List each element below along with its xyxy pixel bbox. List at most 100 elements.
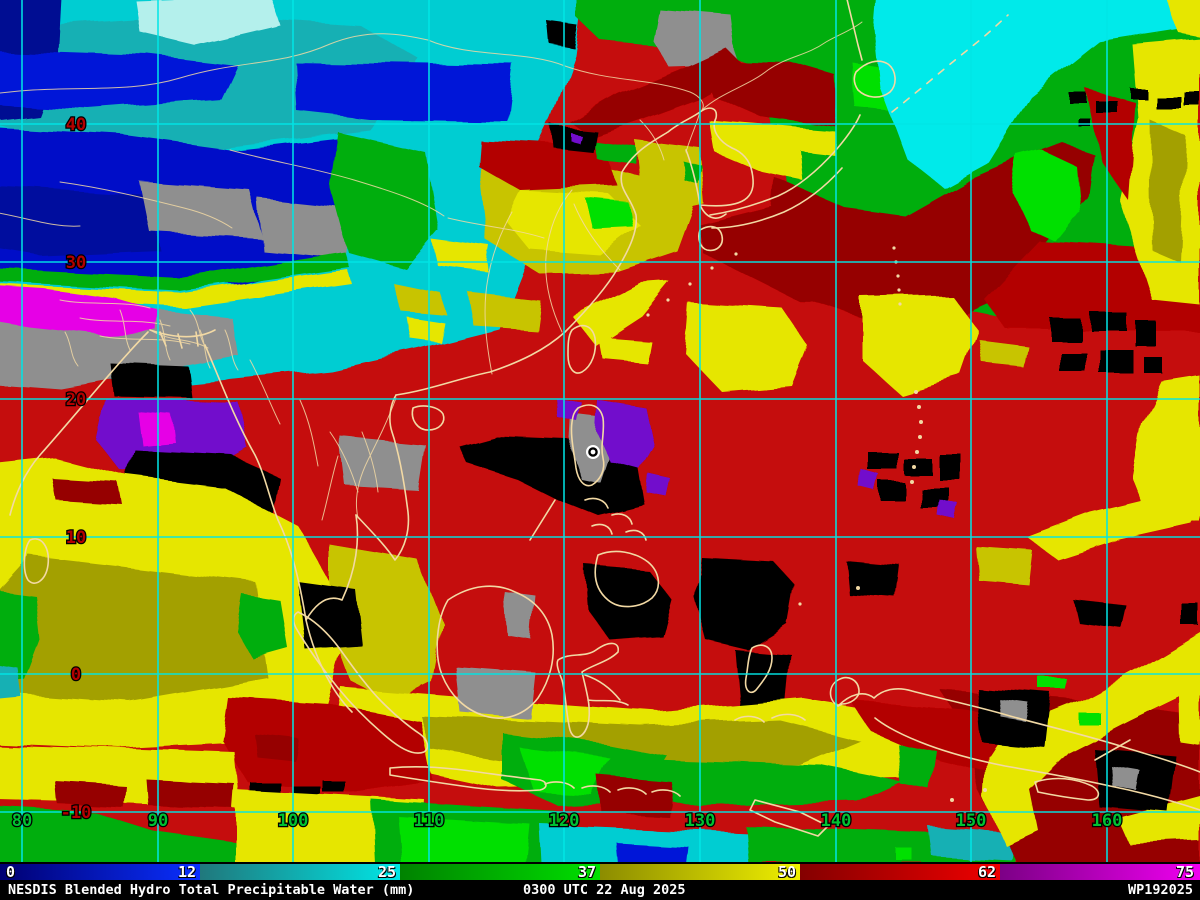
coastline-visayas — [584, 497, 647, 541]
longitude-label: 100 — [278, 811, 309, 831]
tpw-region — [684, 302, 808, 392]
tpw-region — [1028, 498, 1196, 560]
colorbar-tick-label: 50 — [777, 863, 796, 881]
tpw-region — [616, 842, 688, 862]
border-mongolia — [427, 39, 704, 111]
colorbar-segment-50-62 — [800, 864, 1000, 880]
tpw-region — [330, 132, 438, 268]
tpw-region — [868, 452, 962, 508]
coastline-gulf-of-thailand — [305, 514, 359, 621]
tpw-region — [478, 140, 618, 190]
country-borders — [0, 21, 863, 521]
tpw-region — [1150, 120, 1185, 262]
tpw-raster-field — [0, 0, 1200, 862]
colorbar-segment-37-50 — [600, 864, 800, 880]
tpw-region — [556, 398, 582, 422]
tpw-region — [0, 186, 160, 255]
colorbar-segment-0-12 — [0, 864, 200, 880]
coastline-sumatra — [292, 611, 429, 754]
tpw-region — [570, 48, 748, 136]
coastline-srilanka — [23, 538, 50, 584]
coastline-sulawesi — [556, 642, 629, 738]
tpw-region — [255, 735, 300, 762]
longitude-label: 90 — [148, 811, 168, 831]
border-bangladesh — [149, 309, 239, 371]
coastline-birds-head — [829, 676, 860, 707]
colorbar-tick-label: 62 — [977, 863, 996, 881]
tpw-region — [340, 436, 425, 490]
coastline-korea — [685, 149, 754, 219]
coastline-myanmar — [204, 344, 279, 521]
tpw-region — [928, 826, 1016, 860]
coastline-sakhalin — [846, 0, 863, 61]
colorbar-tick-label: 25 — [377, 863, 396, 881]
coastline-new-ireland — [1094, 739, 1131, 761]
tpw-region — [258, 198, 352, 258]
tpw-region — [1012, 150, 1080, 242]
border-xinjiang — [229, 149, 445, 217]
tpw-colorbar: 0 12 25 37 50 62 75 — [0, 862, 1200, 882]
border-china-internal — [447, 111, 701, 375]
colorbar-tick-label: 75 — [1175, 863, 1194, 881]
tpw-region — [135, 0, 280, 45]
status-bar: NESDIS Blended Hydro Total Precipitable … — [0, 882, 1200, 900]
tpw-region — [222, 698, 432, 792]
tpw-region — [1085, 88, 1135, 200]
storm-center-marker[interactable] — [586, 445, 600, 459]
tpw-region — [408, 318, 446, 344]
border-tibet — [0, 181, 233, 229]
coastline-japan-honshu — [709, 114, 861, 229]
border-central-asia — [0, 33, 429, 94]
coastline-lesser-sunda — [544, 781, 681, 797]
border-russia-ne — [701, 21, 863, 111]
tpw-region — [392, 282, 448, 316]
coastline-halmahera — [744, 644, 773, 694]
tpw-region — [432, 240, 492, 272]
tpw-region — [896, 742, 936, 790]
tpw-region — [1178, 650, 1200, 745]
tpw-region — [52, 478, 122, 504]
tpw-region — [298, 582, 362, 650]
tpw-region — [455, 666, 535, 718]
latitude-labels: 40 30 20 10 0 -10 — [59, 114, 92, 825]
tpw-region — [540, 824, 750, 862]
tpw-region — [705, 60, 838, 128]
border-myanmar-thai — [249, 359, 359, 493]
coastline-new-britain — [1034, 777, 1100, 801]
longitude-label: 80 — [12, 811, 32, 831]
tpw-region — [330, 545, 442, 702]
tpw-region — [574, 282, 670, 346]
tpw-region — [845, 560, 900, 598]
longitude-label: 130 — [685, 811, 716, 831]
coastline-taiwan — [567, 324, 597, 374]
colorbar-tick-label: 37 — [577, 863, 596, 881]
graticule — [0, 0, 1200, 862]
tpw-region — [598, 776, 672, 816]
longitude-label: 140 — [821, 811, 852, 831]
latitude-label: 20 — [66, 390, 86, 410]
tpw-region — [138, 412, 175, 445]
tpw-region — [0, 50, 238, 110]
colorbar-tick-label: 0 — [6, 863, 16, 881]
coastline-ganges-delta — [149, 329, 216, 349]
tpw-region — [505, 592, 536, 640]
longitude-labels: 80 90 100 110 120 130 140 150 160 — [10, 810, 1123, 833]
tpw-region — [595, 400, 654, 470]
tpw-region — [1000, 700, 1140, 790]
tpw-region — [0, 252, 350, 292]
longitude-label: 110 — [414, 811, 445, 831]
coastline-japan-hokkaido — [853, 60, 896, 98]
colorbar-tick-label: 12 — [177, 863, 196, 881]
coastline-kuril-islands — [891, 14, 1009, 113]
tpw-region — [1073, 600, 1200, 628]
tpw-region — [874, 0, 1200, 188]
coastline-seram — [734, 713, 806, 723]
tpw-region — [0, 556, 268, 702]
coastline-vietnam — [355, 394, 410, 561]
latitude-label: 0 — [71, 665, 81, 685]
border-indochina — [321, 397, 397, 521]
tpw-region — [1132, 376, 1200, 522]
tpw-region — [598, 336, 650, 362]
